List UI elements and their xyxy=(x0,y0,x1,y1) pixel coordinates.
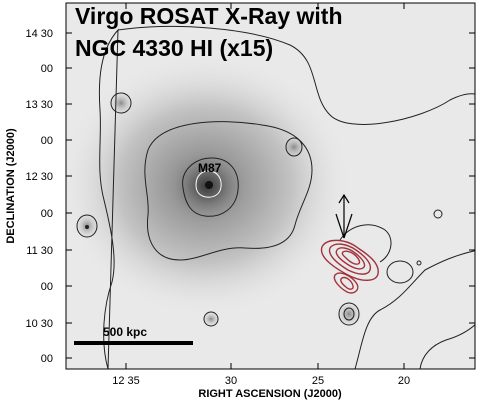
xray-contour-small xyxy=(386,260,414,284)
x-tick-label: 20 xyxy=(398,375,410,387)
y-tick-label: 00 xyxy=(41,281,53,293)
y-tick-label: 13 30 xyxy=(25,99,53,111)
plot-frame xyxy=(65,2,476,370)
m87-nucleus xyxy=(205,181,213,189)
y-tick-label: 00 xyxy=(41,135,53,147)
scalebar xyxy=(74,341,193,345)
y-tick-label: 14 30 xyxy=(25,28,53,40)
xray-contour-small xyxy=(76,214,98,238)
xray-contour-small xyxy=(203,311,219,327)
xray-contour-edge xyxy=(339,224,392,263)
x-axis-title: RIGHT ASCENSION (J2000) xyxy=(198,388,342,400)
y-tick-label: 00 xyxy=(41,353,53,365)
axis-ticks xyxy=(66,3,475,369)
xray-contour-outer xyxy=(98,26,475,369)
scalebar-label: 500 kpc xyxy=(103,325,147,339)
y-tick-label: 12 30 xyxy=(25,171,53,183)
xray-contour-small xyxy=(433,209,443,219)
y-tick-label: 11 30 xyxy=(26,245,53,257)
motion-arrow xyxy=(335,193,353,239)
xray-contour-inner xyxy=(182,157,239,217)
x-tick-label: 30 xyxy=(225,375,237,387)
xray-contour-small xyxy=(110,92,132,114)
xray-contour-small xyxy=(343,307,355,321)
figure-title-line1: Virgo ROSAT X-Ray with xyxy=(75,3,343,29)
y-tick-label: 00 xyxy=(41,208,53,220)
xray-contour-edge xyxy=(419,324,475,369)
x-tick-label: 12 35 xyxy=(112,375,140,387)
xray-contour-small xyxy=(338,302,360,326)
figure-title-line2: NGC 4330 HI (x15) xyxy=(75,35,273,61)
xray-blob xyxy=(109,91,133,115)
xray-contour-small xyxy=(285,137,303,157)
y-axis-title: DECLINATION (J2000) xyxy=(5,128,17,244)
y-tick-label: 00 xyxy=(41,63,53,75)
x-tick-label: 25 xyxy=(312,375,324,387)
hi-contours xyxy=(320,239,379,294)
xray-contour-core xyxy=(195,170,222,198)
xray-point xyxy=(85,225,89,229)
y-tick-label: 10 30 xyxy=(25,318,53,330)
xray-blob xyxy=(202,311,220,327)
xray-contour-mid xyxy=(144,121,313,261)
xray-blob xyxy=(336,301,362,327)
xray-contour-small xyxy=(416,260,422,266)
m87-label: M87 xyxy=(198,161,222,175)
